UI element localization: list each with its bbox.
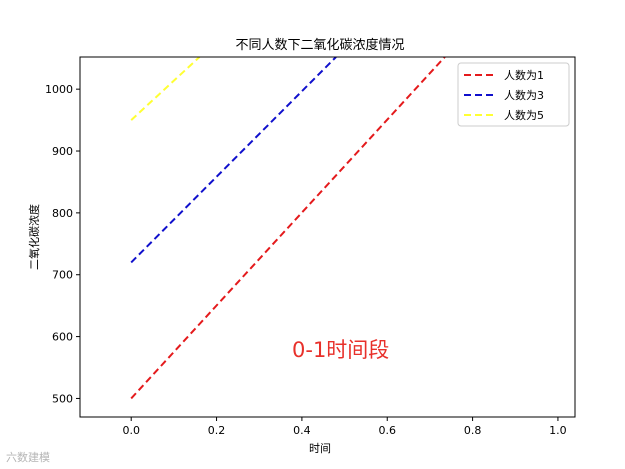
y-tick-label: 800 — [52, 207, 73, 220]
y-axis-ticks: 500 600 700 800 900 1000 — [45, 83, 80, 405]
x-tick-label: 0.2 — [208, 424, 226, 437]
legend-label: 人数为5 — [504, 109, 544, 122]
series-line-3 — [130, 57, 201, 121]
series-line-2 — [130, 57, 337, 264]
x-tick-label: 0.8 — [464, 424, 482, 437]
y-tick-label: 500 — [52, 392, 73, 405]
chart-annotation: 0-1时间段 — [292, 338, 390, 362]
x-tick-label: 0.4 — [293, 424, 311, 437]
watermark: 六数建模 — [6, 451, 50, 464]
y-tick-label: 900 — [52, 145, 73, 158]
y-tick-label: 1000 — [45, 83, 73, 96]
series-line-1 — [130, 57, 446, 400]
y-tick-label: 600 — [52, 331, 73, 344]
x-axis-label: 时间 — [309, 442, 331, 455]
x-tick-label: 1.0 — [549, 424, 567, 437]
legend-frame — [457, 62, 570, 127]
x-tick-label: 0.0 — [122, 424, 140, 437]
x-tick-label: 0.6 — [378, 424, 396, 437]
legend-label: 人数为1 — [504, 69, 544, 82]
legend-label: 人数为3 — [504, 89, 544, 102]
x-axis-ticks: 0.0 0.2 0.4 0.6 0.8 1.0 — [122, 417, 567, 437]
plot-lines — [130, 57, 446, 400]
chart-title: 不同人数下二氧化碳浓度情况 — [235, 37, 404, 53]
plot-area — [79, 56, 576, 418]
y-tick-label: 700 — [52, 269, 73, 282]
legend: 人数为1 人数为3 人数为5 — [457, 62, 570, 127]
y-axis-label: 二氧化碳浓度 — [27, 204, 41, 270]
